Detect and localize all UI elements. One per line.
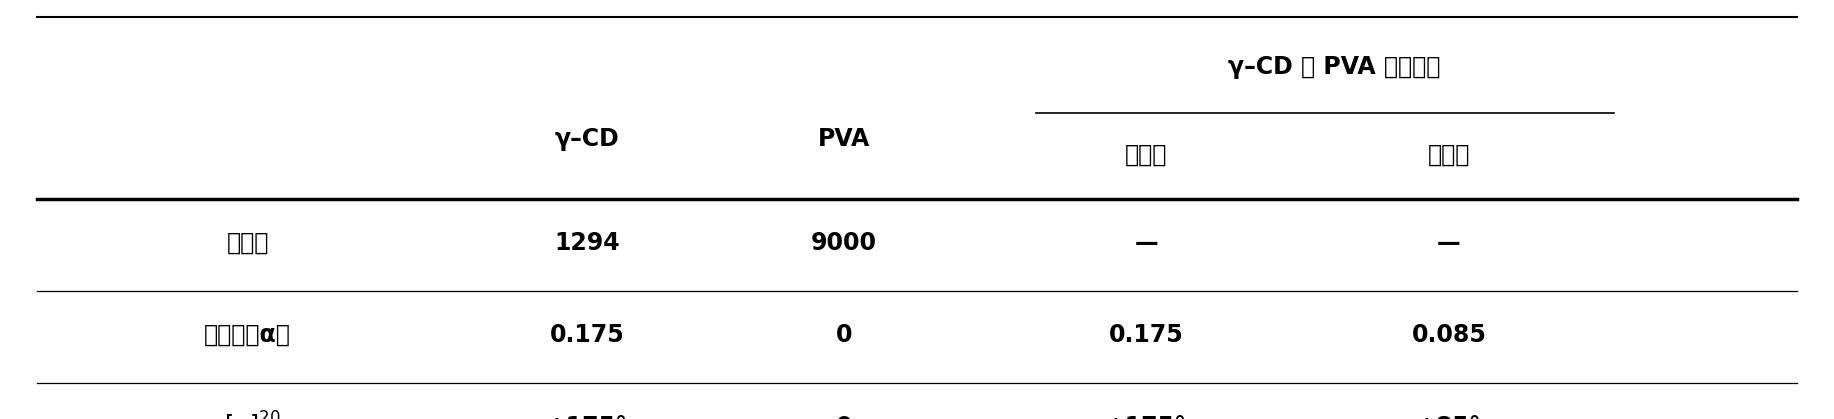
Text: 0: 0 <box>836 323 851 347</box>
Text: 组装体: 组装体 <box>1427 143 1471 167</box>
Text: 1294: 1294 <box>554 231 620 255</box>
Text: γ–CD: γ–CD <box>554 127 620 151</box>
Text: 混合物: 混合物 <box>1124 143 1168 167</box>
Text: 0.085: 0.085 <box>1412 323 1486 347</box>
Text: +175°: +175° <box>547 415 627 419</box>
Text: —: — <box>1135 231 1157 255</box>
Text: +85°: +85° <box>1416 415 1482 419</box>
Text: 旋光度（α）: 旋光度（α） <box>204 323 292 347</box>
Text: γ–CD 与 PVA 作用形式: γ–CD 与 PVA 作用形式 <box>1229 55 1440 79</box>
Text: +175°: +175° <box>1106 415 1187 419</box>
Text: 0.175: 0.175 <box>550 323 624 347</box>
Text: 9000: 9000 <box>811 231 877 255</box>
Text: 比旋光度$[\alpha]_{\mathrm{D}}^{20}$: 比旋光度$[\alpha]_{\mathrm{D}}^{20}$ <box>178 410 281 419</box>
Text: PVA: PVA <box>818 127 869 151</box>
Text: 分子量: 分子量 <box>226 231 270 255</box>
Text: 0: 0 <box>836 415 851 419</box>
Text: —: — <box>1438 231 1460 255</box>
Text: 0.175: 0.175 <box>1110 323 1183 347</box>
